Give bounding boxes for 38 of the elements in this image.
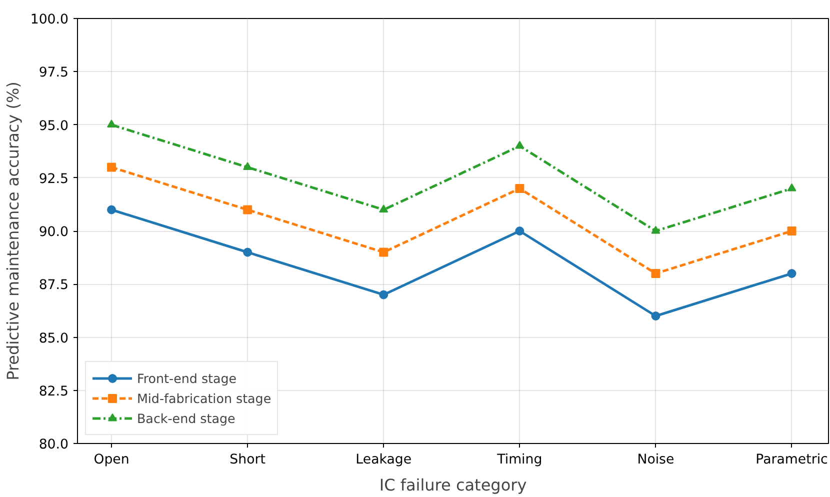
y-tick-label: 80.0 [38,438,69,452]
point [515,140,524,149]
y-tick-label: 92.5 [38,172,69,187]
point [243,248,252,257]
y-tick-label: 97.5 [38,66,69,81]
x-tick-label: Noise [637,452,674,468]
y-tick-label: 95.0 [38,118,69,134]
point [515,226,524,236]
y-tick-label: 82.5 [38,384,69,400]
x-tick-label: Parametric [756,452,828,468]
point [243,162,252,170]
y-tick-label: 87.5 [38,278,69,294]
x-tick-label: Open [94,452,130,468]
point [243,205,252,214]
legend-label: Front-end stage [137,370,237,386]
point [651,226,660,234]
point [787,269,796,278]
point [651,269,660,278]
y-tick-label: 85.0 [38,331,69,346]
x-tick-label: Short [230,452,266,468]
y-tick-label: 100.0 [30,12,68,28]
point [107,205,116,214]
point [107,120,116,128]
legend-label: Mid-fabrication stage [137,390,272,406]
y-axis-title: Predictive maintenance accuracy (%) [3,82,22,380]
point [787,226,796,236]
point [379,204,388,213]
point [379,248,388,257]
point [515,184,524,193]
y-tick-label: 90.0 [38,225,69,240]
x-tick-label: Leakage [356,452,412,468]
point [651,312,660,320]
point [107,162,116,172]
x-tick-label: Timing [496,452,542,468]
legend-label: Back-end stage [137,410,236,426]
point [379,290,388,300]
x-axis-title: IC failure category [379,476,527,494]
point [787,183,796,192]
